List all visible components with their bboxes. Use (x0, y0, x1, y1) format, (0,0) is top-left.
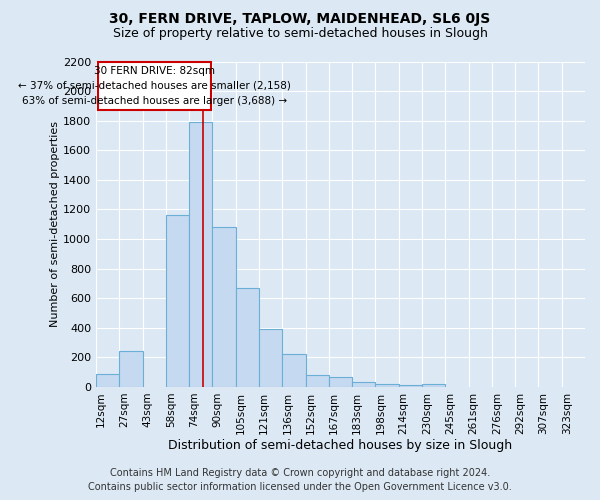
Bar (189, 122, 212, 387)
Bar (376, 384, 399, 387)
Bar (96, 374, 119, 387)
Bar (259, 330, 283, 387)
Text: Size of property relative to semi-detached houses in Slough: Size of property relative to semi-detach… (113, 28, 487, 40)
Bar (352, 382, 376, 387)
Bar (212, 227, 236, 387)
Bar (236, 288, 259, 387)
Bar (166, 216, 189, 387)
Bar (305, 375, 329, 387)
Bar (119, 350, 143, 387)
Bar (422, 384, 445, 387)
Text: Contains HM Land Registry data © Crown copyright and database right 2024.
Contai: Contains HM Land Registry data © Crown c… (88, 468, 512, 492)
Bar (329, 377, 352, 387)
Y-axis label: Number of semi-detached properties: Number of semi-detached properties (50, 121, 60, 327)
X-axis label: Distribution of semi-detached houses by size in Slough: Distribution of semi-detached houses by … (169, 440, 512, 452)
FancyBboxPatch shape (98, 62, 211, 110)
Bar (399, 384, 422, 387)
Text: 30, FERN DRIVE, TAPLOW, MAIDENHEAD, SL6 0JS: 30, FERN DRIVE, TAPLOW, MAIDENHEAD, SL6 … (109, 12, 491, 26)
Bar (283, 354, 305, 387)
Text: 30 FERN DRIVE: 82sqm
← 37% of semi-detached houses are smaller (2,158)
63% of se: 30 FERN DRIVE: 82sqm ← 37% of semi-detac… (18, 66, 291, 106)
